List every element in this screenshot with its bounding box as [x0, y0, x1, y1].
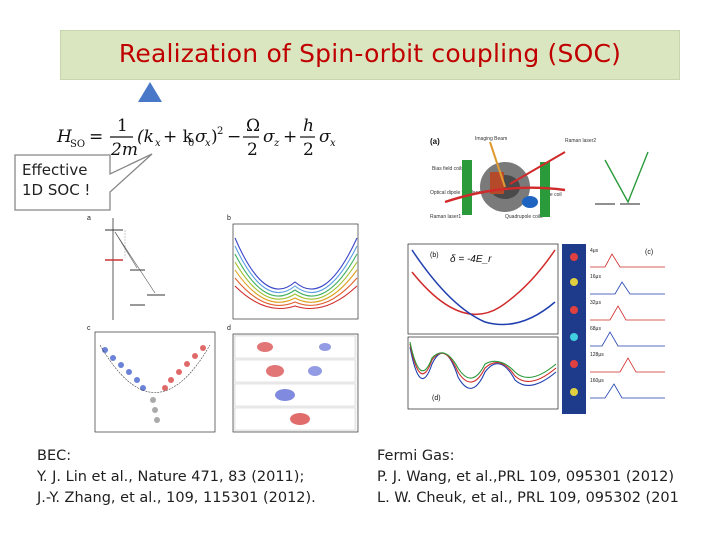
bec-ref-2: J.-Y. Zhang, et al., 109, 115301 (2012). [37, 490, 316, 506]
callout-line-2: 1D SOC ! [22, 181, 91, 199]
time-label-4: 128μs [590, 352, 604, 358]
bec-ref-1: Y. J. Lin et al., Nature 471, 83 (2011); [37, 469, 305, 485]
svg-text:x: x [155, 138, 161, 149]
bec-heading: BEC: [37, 448, 72, 464]
slide-title: Realization of Spin-orbit coupling (SOC) [118, 39, 622, 68]
setup-label-baffle: Baffle coil [540, 192, 562, 198]
panel-label-b: b [227, 215, 231, 222]
svg-text:2: 2 [217, 126, 223, 137]
svg-text:h: h [303, 116, 314, 136]
right-panel-label-a: (a) [430, 137, 440, 146]
panel-label-d: d [227, 325, 231, 332]
svg-text:0: 0 [188, 138, 194, 149]
svg-text:(k: (k [137, 127, 154, 147]
setup-label-bias: Bias field coils [432, 166, 464, 172]
fermi-heading: Fermi Gas: [377, 448, 455, 464]
callout-text: Effective 1D SOC ! [22, 160, 90, 200]
svg-text:+ k: + k [163, 127, 194, 147]
panel-b-dispersion: (b) δ = -4E_r [407, 243, 559, 335]
panel-label-a: a [87, 215, 91, 222]
hamiltonian-formula: H SO = 1 2m (k x + k 0 σ x ) 2 − Ω 2 σ z… [56, 116, 336, 160]
time-label-0: 4μs [590, 248, 599, 254]
triangle-marker-icon [138, 82, 162, 102]
svg-text:2: 2 [303, 140, 314, 160]
fermi-figure: (a) Imaging Beam Raman laser2 Bias field… [407, 136, 665, 414]
time-label-3: 68μs [590, 326, 601, 332]
svg-text:−: − [227, 127, 241, 147]
svg-text:): ) [211, 127, 218, 147]
panel-c-images: (c) 4μs 16μs 32μs 68μs 128μs 160μs [562, 244, 665, 414]
bec-references: BEC: Y. J. Lin et al., Nature 471, 83 (2… [37, 446, 316, 509]
panel-d-images: d [227, 325, 359, 433]
svg-text:Ω: Ω [246, 116, 260, 136]
setup-label-imaging: Imaging Beam [475, 136, 507, 142]
fermi-references: Fermi Gas: P. J. Wang, et al.,PRL 109, 0… [377, 446, 679, 509]
svg-text:=: = [89, 127, 103, 147]
panel-d-oscillations: (d) [407, 336, 559, 410]
svg-text:x: x [330, 138, 336, 149]
svg-text:2m: 2m [110, 140, 138, 160]
svg-text:2: 2 [247, 140, 258, 160]
setup-label-quad: Quadrupole coils [505, 214, 543, 220]
setup-label-raman1: Raman laser1 [430, 214, 461, 220]
panel-b-dispersion: b [227, 215, 359, 320]
panel-c-scatter: c [87, 325, 216, 433]
svg-text:x: x [205, 138, 211, 149]
title-band: Realization of Spin-orbit coupling (SOC) [60, 30, 680, 80]
right-panel-label-c: (c) [645, 249, 653, 256]
time-label-5: 160μs [590, 378, 604, 384]
panel-label-c: c [87, 325, 91, 332]
callout-bubble [14, 153, 153, 211]
svg-text:z: z [273, 138, 280, 149]
fermi-ref-2: L. W. Cheuk, et al., PRL 109, 095302 (20… [377, 490, 679, 506]
svg-text:σ: σ [263, 127, 275, 147]
svg-text:+: + [283, 127, 297, 147]
svg-text:H: H [56, 127, 73, 147]
setup-label-odt: Optical dipole trap laser [430, 190, 483, 196]
detuning-label: δ = -4E_r [450, 254, 492, 265]
right-panel-label-b: (b) [430, 252, 439, 259]
callout-line-1: Effective [22, 161, 88, 179]
svg-text:σ: σ [319, 127, 331, 147]
svg-text:σ: σ [195, 127, 207, 147]
panel-a-level-diagram: a [87, 215, 165, 320]
fermi-ref-1: P. J. Wang, et al.,PRL 109, 095301 (2012… [377, 469, 675, 485]
bec-figure: a b c [87, 215, 359, 433]
panel-a-setup: (a) Imaging Beam Raman laser2 Bias field… [430, 136, 649, 220]
svg-text:SO: SO [70, 139, 85, 150]
setup-label-raman2: Raman laser2 [565, 138, 596, 144]
svg-text:1: 1 [117, 116, 128, 136]
time-label-2: 32μs [590, 300, 601, 306]
right-panel-label-d: (d) [432, 395, 441, 402]
time-label-1: 16μs [590, 274, 601, 280]
